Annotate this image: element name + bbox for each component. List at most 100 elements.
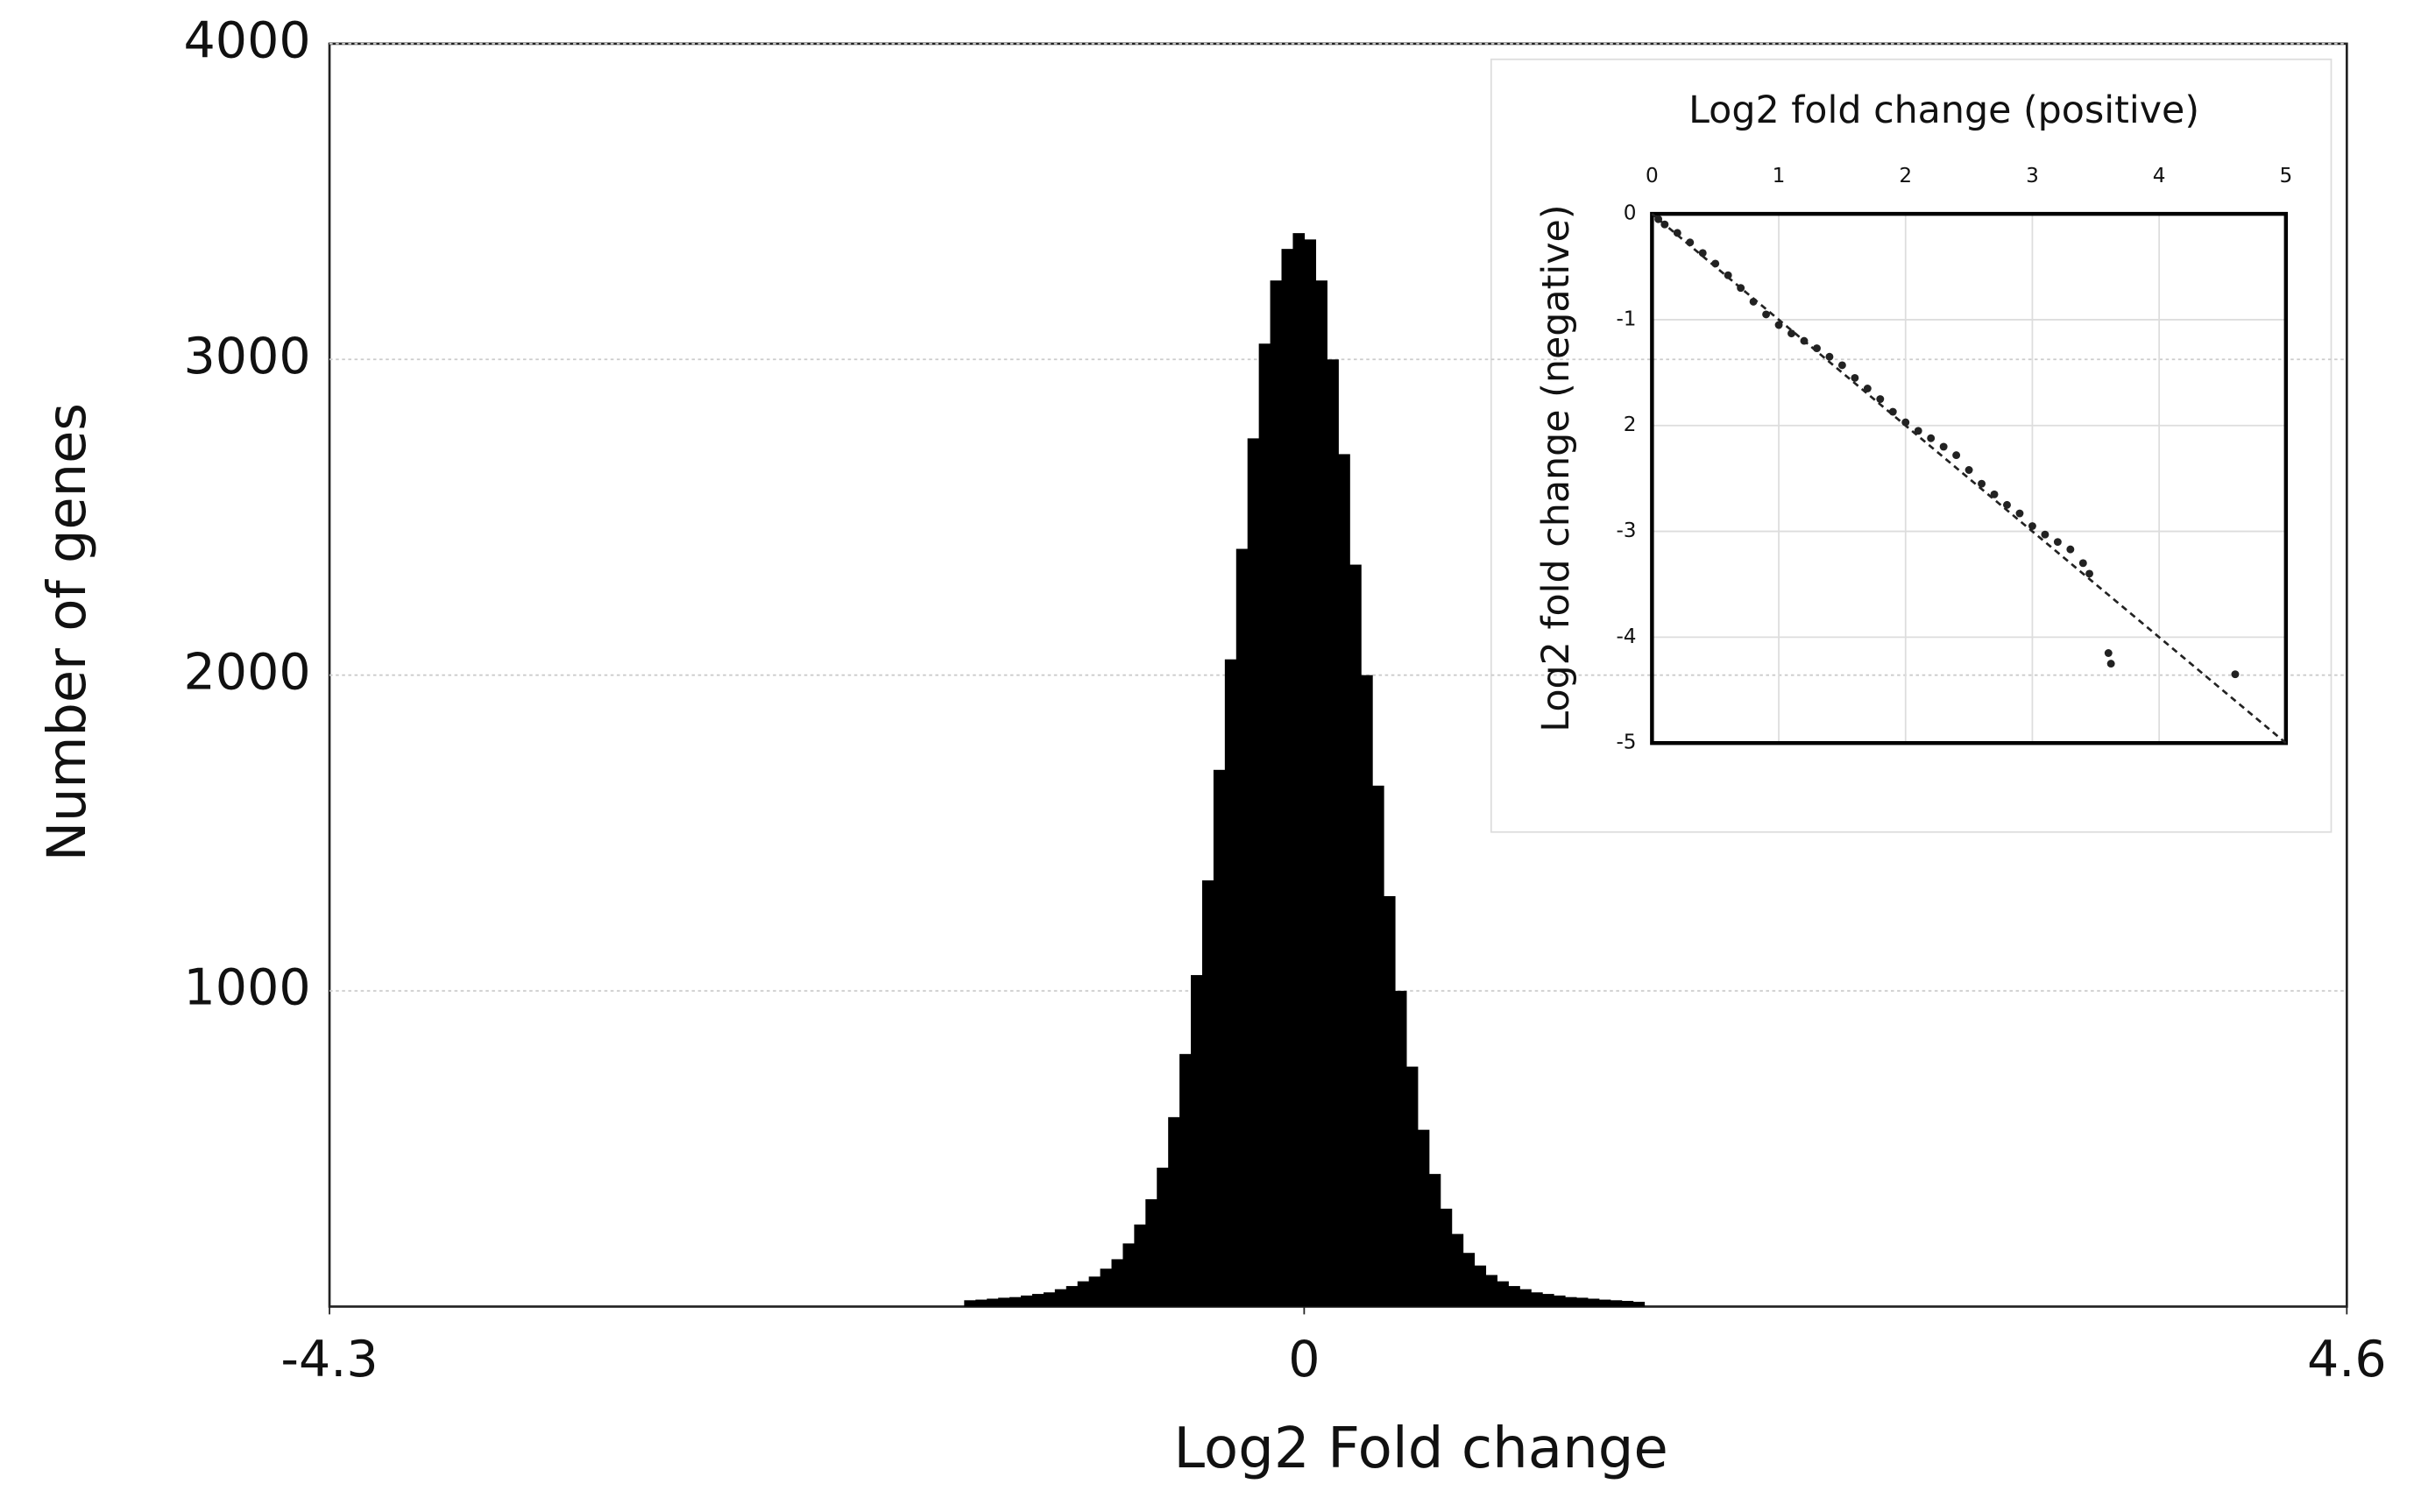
histogram-bar	[1575, 1297, 1589, 1307]
histogram-bar	[1474, 1265, 1487, 1307]
scatter-point	[1927, 434, 1936, 442]
histogram-bar	[1553, 1295, 1566, 1307]
scatter-point	[2003, 500, 2011, 509]
scatter-point	[1724, 271, 1732, 279]
histogram-bar	[1077, 1281, 1090, 1307]
inset-frame	[1650, 211, 2289, 745]
histogram-bar	[964, 1300, 977, 1307]
x-tick-label: 4.6	[2307, 1331, 2387, 1388]
histogram-bar	[1497, 1281, 1509, 1307]
histogram-bar	[1100, 1268, 1113, 1307]
histogram-bar	[1122, 1243, 1136, 1307]
histogram-bar	[1383, 895, 1396, 1307]
inset-panel	[1490, 58, 2333, 833]
scatter-point	[2041, 530, 2049, 539]
x-axis-label: Log2 Fold change	[1173, 1416, 1668, 1481]
histogram-bar	[1349, 564, 1362, 1307]
inset-x-tick-label: 2	[1899, 165, 1912, 187]
histogram-bar	[1281, 249, 1294, 1307]
histogram-bar	[1394, 991, 1407, 1307]
histogram-bar	[1405, 1066, 1419, 1307]
histogram-bar	[1632, 1302, 1646, 1307]
scatter-point	[2106, 660, 2115, 668]
inset-title: Log2 fold change (positive)	[1688, 88, 2199, 132]
scatter-point	[2104, 649, 2113, 657]
y-tick-label: 4000	[184, 12, 311, 70]
histogram-bar	[1043, 1292, 1056, 1307]
histogram-bar	[1065, 1286, 1079, 1307]
histogram-bar	[1451, 1233, 1464, 1307]
histogram-bar	[1168, 1117, 1180, 1307]
histogram-bar	[1270, 280, 1283, 1307]
histogram-bar	[1258, 343, 1271, 1307]
histogram-bar	[1009, 1297, 1022, 1307]
histogram-bar	[1610, 1300, 1623, 1307]
histogram-bar	[1134, 1224, 1147, 1307]
histogram-bar	[1462, 1253, 1476, 1307]
inset-y-label: Log2 fold change (negative)	[1534, 204, 1578, 731]
inset-y-tick-label: -3	[1616, 519, 1636, 542]
histogram-bar	[1621, 1301, 1634, 1307]
histogram-bar	[1440, 1208, 1453, 1307]
histogram-bar	[1541, 1294, 1554, 1307]
inset-x-tick-label: 0	[1646, 165, 1659, 187]
histogram-bar	[1428, 1174, 1441, 1307]
histogram-bar	[1111, 1259, 1124, 1307]
scatter-point	[1825, 352, 1834, 361]
inset-y-tick-label: 2	[1624, 413, 1637, 436]
histogram-bar	[1519, 1289, 1532, 1307]
histogram-bar	[1031, 1294, 1044, 1307]
histogram-bar	[1338, 454, 1350, 1307]
histogram-bar	[987, 1298, 999, 1307]
x-tick-label: 0	[1288, 1331, 1320, 1388]
histogram-bar	[1315, 280, 1327, 1307]
inset-x-tick-label: 4	[2153, 165, 2166, 187]
inset-y-tick-label: -1	[1616, 307, 1636, 330]
histogram-bar	[1191, 975, 1203, 1307]
histogram-bar	[1021, 1295, 1033, 1307]
histogram-bar	[1598, 1299, 1611, 1307]
histogram-bar	[998, 1297, 1010, 1307]
y-tick-label: 3000	[184, 328, 311, 385]
scatter-point	[1774, 321, 1783, 329]
scatter-point	[1952, 451, 1961, 460]
histogram-bar	[1304, 239, 1317, 1307]
histogram-bar	[1247, 438, 1260, 1307]
histogram-bar	[1531, 1292, 1543, 1307]
histogram-bar	[1224, 659, 1237, 1307]
scatter-point	[1876, 395, 1885, 404]
scatter-point	[1990, 490, 1999, 498]
histogram-bar	[1485, 1275, 1497, 1307]
histogram-bar	[1587, 1298, 1600, 1307]
scatter-point	[2053, 538, 2062, 547]
scatter-point	[1673, 229, 1681, 237]
scatter-point	[1939, 442, 1948, 451]
inset-x-tick-label: 1	[1773, 165, 1786, 187]
inset-x-tick-label: 3	[2026, 165, 2039, 187]
histogram-bar	[975, 1299, 988, 1307]
histogram-bar	[1179, 1054, 1192, 1307]
x-tick-label: -4.3	[280, 1331, 378, 1388]
scatter-point	[2085, 569, 2094, 578]
scatter-point	[2231, 670, 2240, 679]
scatter-point	[1914, 427, 1922, 435]
inset-y-tick-label: 0	[1624, 202, 1637, 225]
scatter-point	[1787, 329, 1795, 338]
scatter-point	[1851, 373, 1859, 382]
histogram-bar	[1371, 785, 1384, 1307]
histogram-bar	[1054, 1289, 1067, 1307]
histogram-bar	[1508, 1286, 1520, 1307]
y-tick-label: 1000	[184, 959, 311, 1017]
y-axis-label: Number of genes	[37, 403, 98, 861]
scatter-point	[2015, 509, 2024, 518]
scatter-point	[1762, 310, 1771, 319]
histogram-bar	[1145, 1198, 1157, 1307]
histogram-bar	[1292, 233, 1306, 1307]
histogram-bar	[1361, 675, 1373, 1307]
scatter-point	[1978, 479, 1986, 488]
histogram-bar	[1213, 769, 1226, 1307]
histogram-bar	[1327, 359, 1339, 1307]
scatter-point	[1837, 361, 1846, 370]
